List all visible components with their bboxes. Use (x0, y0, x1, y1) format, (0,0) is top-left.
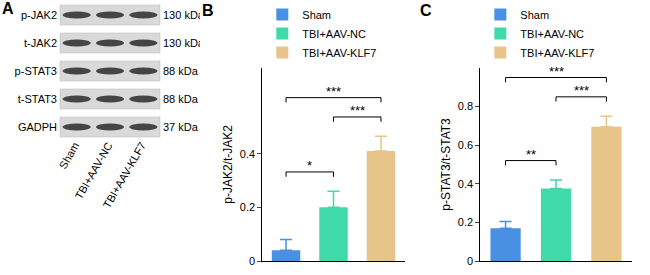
svg-text:GADPH: GADPH (18, 121, 57, 133)
svg-text:0: 0 (467, 255, 473, 267)
svg-text:B: B (202, 2, 214, 19)
svg-text:p-JAK2/t-JAK2: p-JAK2/t-JAK2 (221, 125, 235, 204)
svg-text:37 kDa: 37 kDa (163, 121, 199, 133)
svg-text:0.2: 0.2 (458, 216, 473, 228)
svg-text:***: *** (574, 83, 589, 98)
svg-text:TBI+AAV-KLF7: TBI+AAV-KLF7 (520, 47, 594, 59)
svg-text:0.8: 0.8 (458, 100, 473, 112)
svg-text:TBI+AAV-NC: TBI+AAV-NC (520, 28, 584, 40)
svg-text:A: A (2, 0, 14, 17)
svg-text:p-STAT3: p-STAT3 (15, 65, 57, 77)
svg-text:t-JAK2: t-JAK2 (24, 37, 57, 49)
svg-text:p-JAK2: p-JAK2 (21, 9, 57, 21)
svg-text:0: 0 (249, 255, 255, 267)
svg-text:***: *** (549, 64, 564, 79)
svg-text:TBI+AAV-NC: TBI+AAV-NC (72, 140, 115, 202)
svg-text:p-STAT3/t-STAT3: p-STAT3/t-STAT3 (439, 118, 453, 211)
svg-text:TBI+AAV-KLF7: TBI+AAV-KLF7 (302, 47, 376, 59)
svg-text:TBI+AAV-NC: TBI+AAV-NC (302, 28, 366, 40)
svg-text:*: * (307, 158, 312, 173)
svg-text:Sham: Sham (302, 9, 331, 21)
svg-text:TBI+AAV-KLF7: TBI+AAV-KLF7 (101, 140, 148, 210)
svg-text:Sham: Sham (57, 140, 82, 171)
svg-text:C: C (420, 2, 432, 19)
svg-text:0.6: 0.6 (458, 139, 473, 151)
svg-text:0.2: 0.2 (240, 201, 255, 213)
svg-text:0.4: 0.4 (240, 148, 255, 160)
svg-text:t-STAT3: t-STAT3 (18, 93, 57, 105)
svg-text:***: *** (350, 103, 365, 118)
svg-text:**: ** (526, 147, 536, 162)
svg-text:Sham: Sham (520, 9, 549, 21)
svg-text:0.4: 0.4 (458, 178, 473, 190)
svg-text:130 kDa: 130 kDa (163, 37, 200, 49)
svg-text:88 kDa: 88 kDa (163, 93, 199, 105)
svg-text:88 kDa: 88 kDa (163, 65, 199, 77)
svg-text:130 kDa: 130 kDa (163, 9, 200, 21)
svg-text:***: *** (326, 84, 341, 99)
